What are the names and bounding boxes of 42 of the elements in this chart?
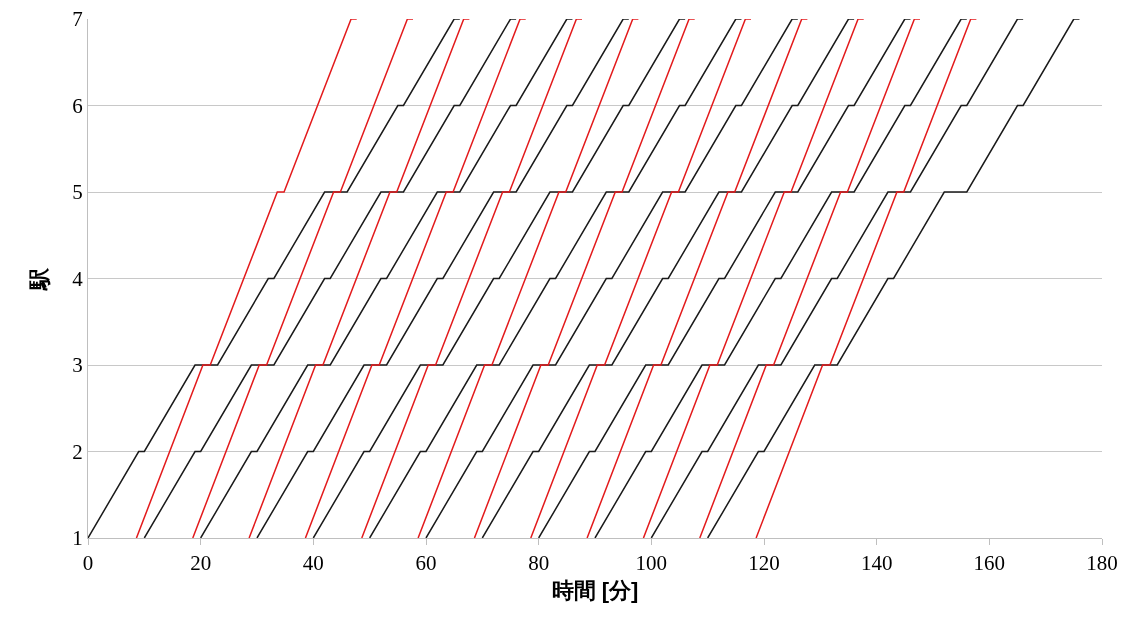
x-tick-label: 140 [860,551,893,576]
y-tick-label: 4 [72,266,84,291]
x-tick-label: 0 [82,551,94,576]
line-series [650,19,1024,538]
line-series [199,19,574,538]
line-series [256,19,630,538]
line-series [417,19,640,538]
line-series [368,19,743,538]
x-tick-label: 100 [635,551,668,576]
line-series [642,19,865,538]
line-series [706,19,1081,538]
y-tick-label: 2 [72,439,83,464]
line-series [135,19,358,538]
x-tick-label: 160 [973,551,1006,576]
x-tick-label: 20 [190,551,212,576]
x-tick-label: 180 [1086,551,1118,576]
x-axis-title: 時間 [分] [551,578,639,604]
line-series [594,19,968,538]
y-axis-title: 駅 [27,266,53,291]
line-series [530,19,752,538]
line-series [248,19,471,538]
x-tick-label: 80 [528,551,550,576]
line-series [755,19,978,538]
line-series [425,19,799,538]
line-series [537,19,912,538]
y-tick-label: 5 [72,180,83,205]
line-series [361,19,583,538]
x-tick-label: 40 [302,551,324,576]
y-tick-label: 7 [72,7,83,32]
x-tick-label: 60 [415,551,437,576]
y-tick-label: 1 [72,526,83,551]
line-series [473,19,696,538]
y-tick-label: 3 [72,353,83,378]
x-tick-label: 120 [748,551,780,576]
line-series [586,19,809,538]
line-series [699,19,921,538]
line-series [312,19,686,538]
line-series [481,19,855,538]
line-series [304,19,527,538]
line-series [143,19,517,538]
y-tick-label: 6 [72,93,83,118]
line-series [192,19,414,538]
